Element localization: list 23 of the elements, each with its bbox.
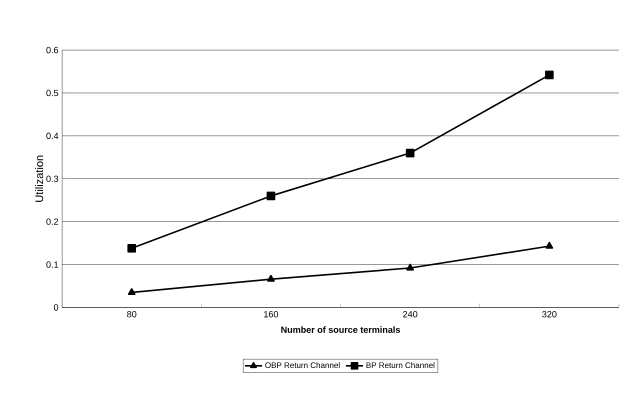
- point: [406, 264, 414, 271]
- y-tick-label: 0.2: [46, 218, 58, 226]
- point: [546, 242, 554, 249]
- y-tick-label: 0.6: [46, 47, 58, 54]
- y-tick-label: 0.5: [46, 90, 58, 96]
- legend-label: BP Return Channel: [366, 362, 434, 368]
- y-tick-label: 0: [54, 304, 58, 311]
- y-tick-label: 0.3: [46, 176, 58, 182]
- point: [545, 70, 554, 80]
- x-tick-label: 80: [127, 311, 136, 318]
- x-tick-label: 160: [264, 311, 278, 318]
- point: [128, 288, 136, 296]
- point: [267, 275, 275, 282]
- point: [127, 244, 136, 253]
- point: [406, 148, 414, 158]
- legend-label: OBP Return Channel: [265, 362, 340, 368]
- y-axis-title: Utilization: [35, 156, 44, 202]
- y-tick-label: 0.1: [46, 262, 58, 268]
- x-axis-title: Number of source terminals: [281, 326, 400, 334]
- x-tick-label: 320: [542, 311, 557, 318]
- x-tick-label: 240: [403, 311, 418, 318]
- y-tick-label: 0.4: [46, 132, 58, 140]
- point: [266, 192, 276, 200]
